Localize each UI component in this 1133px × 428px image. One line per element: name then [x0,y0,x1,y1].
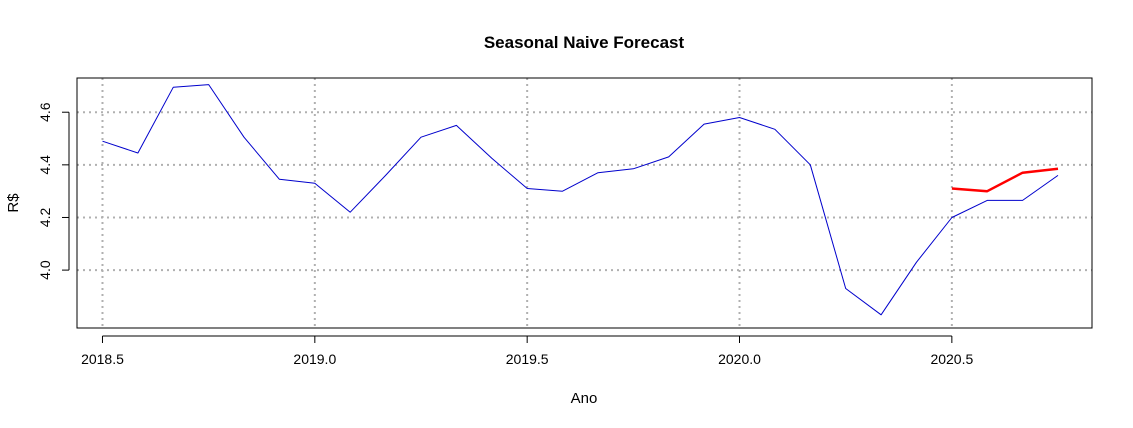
plot-frame [76,77,1093,329]
x-tick-label: 2020.0 [718,351,761,367]
y-tick-label: 4.4 [37,155,53,175]
y-tick-label: 4.6 [37,102,53,122]
series-line-forecast [951,167,1059,193]
x-tick-label: 2019.0 [293,351,336,367]
x-tick-label: 2019.5 [506,351,549,367]
y-axis: 4.0 4.2 4.4 4.6 [37,102,70,280]
y-tick-label: 4.0 [37,260,53,280]
series-line-observed [102,84,1059,316]
x-axis: 2018.5 2019.0 2019.5 2020.0 2020.5 [81,335,973,367]
y-axis-label: R$ [5,193,22,213]
chart-title: Seasonal Naive Forecast [484,33,685,52]
grid [77,78,1092,328]
y-tick-label: 4.2 [37,208,53,228]
x-tick-label: 2020.5 [930,351,973,367]
x-tick-label: 2018.5 [81,351,124,367]
x-axis-label: Ano [571,390,598,407]
series-lines [102,84,1059,316]
